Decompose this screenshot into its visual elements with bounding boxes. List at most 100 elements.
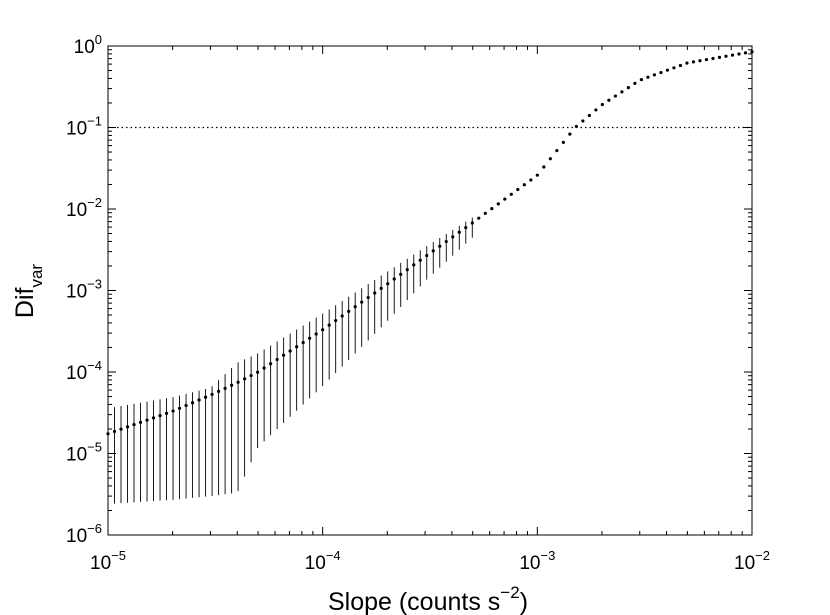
data-point [444, 239, 448, 244]
data-point [672, 66, 676, 70]
data-point [223, 386, 227, 390]
data-point [158, 414, 162, 418]
data-point [665, 68, 670, 72]
data-point [295, 345, 299, 349]
data-point [613, 94, 617, 98]
y-tick-label: 10−1 [66, 114, 102, 140]
data-point [197, 398, 201, 402]
data-point [542, 165, 546, 169]
data-point [262, 366, 266, 370]
data-point [184, 403, 188, 408]
y-tick-label: 10−2 [66, 195, 102, 221]
data-point [652, 73, 657, 77]
data-point [730, 53, 735, 57]
data-point [581, 119, 585, 123]
data-point [119, 427, 123, 431]
data-point [308, 336, 312, 340]
y-tick-label: 100 [74, 32, 102, 58]
data-point [568, 132, 572, 136]
data-point [743, 51, 748, 55]
data-point [548, 157, 552, 161]
data-point [249, 373, 253, 378]
data-point [470, 221, 474, 225]
data-point [112, 429, 117, 434]
data-point [145, 418, 149, 422]
data-point [600, 102, 604, 107]
data-point [626, 86, 631, 90]
data-point [633, 81, 637, 85]
data-point [685, 61, 689, 65]
data-point [399, 272, 403, 276]
data-point [405, 268, 409, 272]
data-point [594, 108, 598, 112]
data-point [438, 244, 442, 248]
data-point [373, 291, 377, 295]
data-point [737, 52, 741, 56]
data-point [451, 235, 455, 239]
data-point [151, 416, 156, 420]
x-tick-label: 10−2 [734, 548, 770, 574]
data-point [236, 380, 240, 384]
data-point [353, 305, 357, 309]
data-point [711, 56, 715, 61]
data-point [269, 362, 273, 366]
data-point [327, 323, 331, 327]
data-point [555, 148, 559, 153]
data-points [106, 50, 754, 436]
data-point [334, 318, 338, 323]
y-tick-label: 10−4 [66, 358, 102, 384]
data-point [138, 420, 143, 424]
data-point [347, 309, 351, 313]
data-point [620, 90, 624, 94]
data-point [301, 340, 305, 345]
data-point [607, 98, 611, 102]
x-axis-label: Slope (counts s−2) [328, 583, 528, 615]
tick-labels: 10−5 10−4 10−3 10−210−610−510−410−310−210−1… [66, 32, 770, 574]
data-point [529, 178, 533, 182]
data-point [425, 253, 429, 258]
data-point [412, 263, 416, 267]
plot-background [108, 46, 752, 535]
axes [107, 45, 753, 536]
data-point [717, 55, 722, 59]
plot-area [108, 46, 752, 535]
x-tick-label: 10−3 [519, 548, 555, 574]
data-point [418, 258, 422, 262]
data-point [535, 173, 539, 177]
data-point [704, 58, 709, 62]
data-point [457, 230, 461, 234]
y-tick-label: 10−3 [66, 277, 102, 303]
data-point [522, 183, 526, 187]
data-point [392, 277, 396, 281]
data-point [210, 392, 214, 396]
data-point [275, 357, 279, 362]
data-point [561, 140, 565, 144]
data-point [243, 377, 247, 381]
data-point [164, 411, 169, 415]
data-point [203, 395, 208, 399]
data-point [171, 409, 175, 413]
data-point [659, 70, 663, 75]
data-point [177, 406, 182, 410]
data-point [516, 187, 520, 192]
data-point [490, 207, 494, 211]
y-axis-label: Difvar [11, 264, 46, 319]
data-point [724, 54, 728, 58]
data-point [190, 401, 195, 405]
data-point [483, 211, 487, 216]
data-point [691, 60, 696, 64]
data-point [646, 75, 650, 79]
data-point [379, 286, 383, 290]
data-point [503, 197, 507, 201]
data-point [587, 113, 591, 118]
data-point [360, 300, 364, 304]
data-point [314, 332, 318, 336]
data-point [340, 314, 344, 318]
x-tick-label: 10−4 [305, 548, 341, 574]
data-point [464, 226, 468, 230]
data-point [366, 295, 370, 300]
data-point [477, 216, 481, 220]
data-point [386, 282, 390, 286]
y-tick-label: 10−6 [66, 521, 102, 547]
